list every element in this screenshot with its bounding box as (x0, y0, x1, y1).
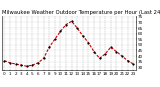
Text: Milwaukee Weather Outdoor Temperature per Hour (Last 24 Hours): Milwaukee Weather Outdoor Temperature pe… (2, 10, 160, 15)
